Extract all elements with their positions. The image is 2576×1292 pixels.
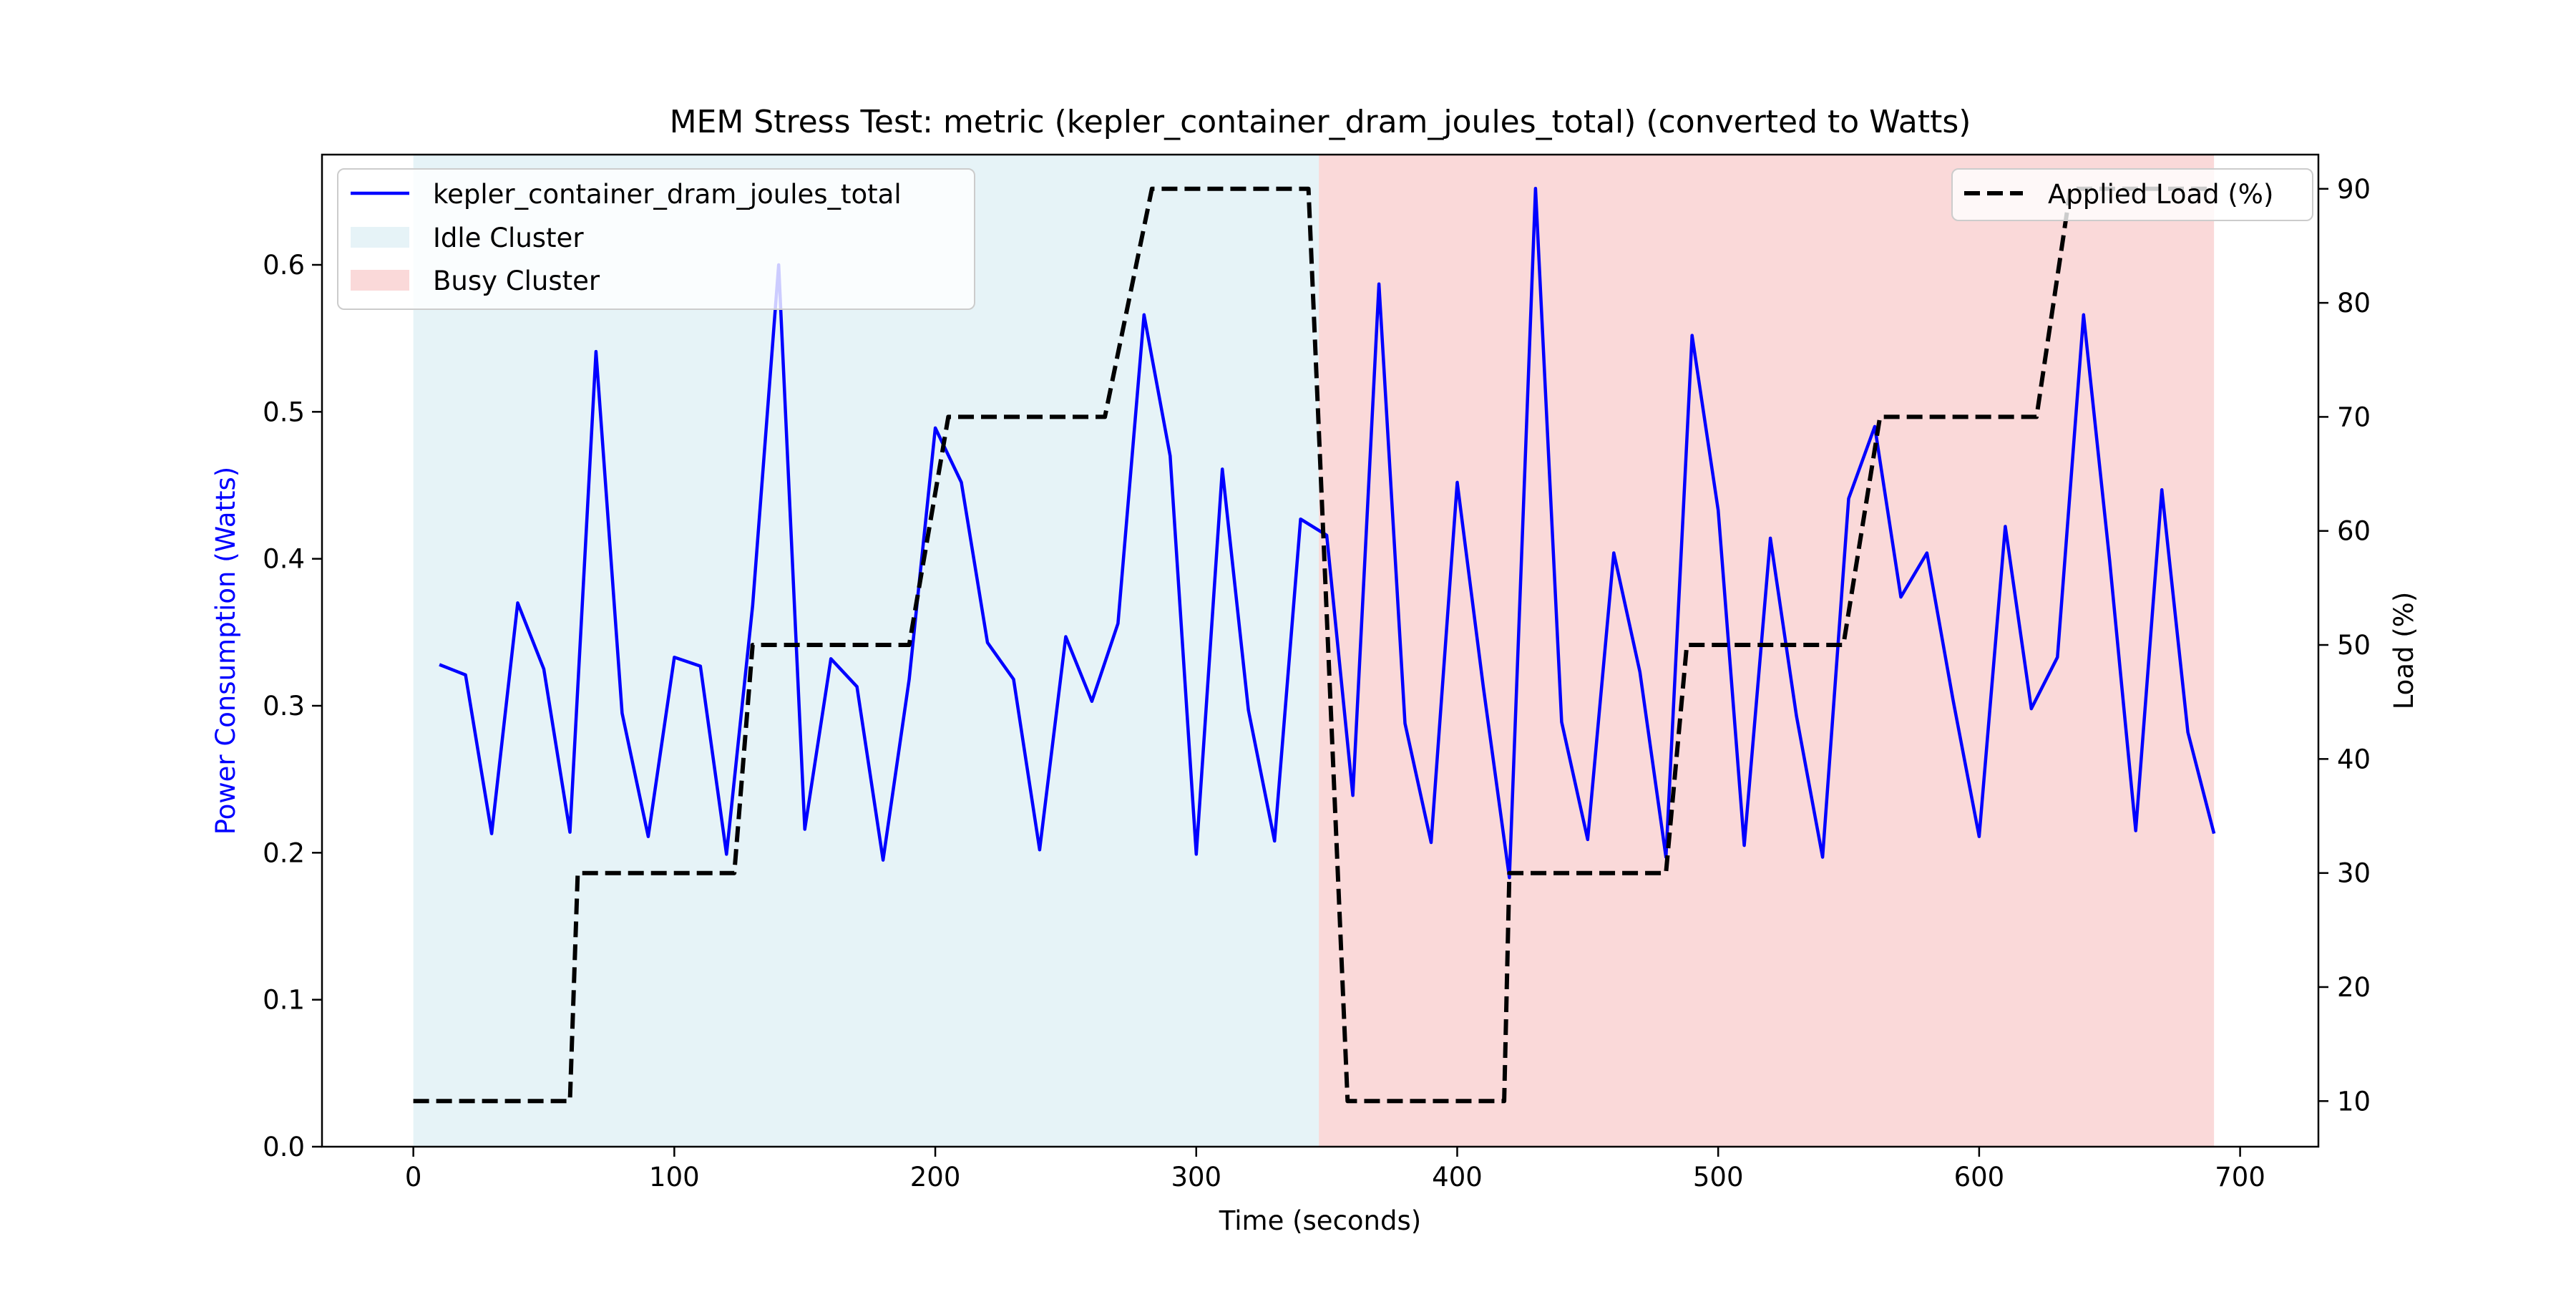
y-right-tick-label: 30 (2337, 858, 2371, 889)
y-axis-left: 0.0 0.1 0.2 0.3 0.4 0.5 0.6 (263, 250, 322, 1162)
legend-left-frame (337, 168, 975, 310)
region-idle-cluster (413, 155, 1319, 1147)
y-left-tick-label: 0.1 (263, 985, 305, 1016)
y-right-tick-label: 70 (2337, 402, 2371, 432)
y-left-tick-label: 0.6 (263, 250, 305, 281)
y-left-tick-label: 0.3 (263, 691, 305, 722)
legend-swatch-busy (351, 270, 409, 291)
x-tick-label: 300 (1171, 1162, 1221, 1193)
region-layer (413, 155, 2215, 1147)
y-right-tick-label: 50 (2337, 630, 2371, 661)
legend-swatch-idle (351, 227, 409, 248)
y-left-tick-label: 0.0 (263, 1132, 305, 1162)
legend-label-load: Applied Load (%) (2048, 179, 2273, 210)
y-right-tick-label: 90 (2337, 174, 2371, 205)
x-tick-label: 200 (910, 1162, 961, 1193)
y-right-tick-label: 40 (2337, 744, 2371, 774)
series-layer (413, 186, 2216, 1104)
y-axis-right-label: Load (%) (2389, 592, 2419, 710)
series-line-applied-load (413, 186, 2215, 1104)
legend-right-frame (1951, 168, 2313, 221)
x-tick-label: 600 (1954, 1162, 2005, 1193)
y-right-tick-label: 20 (2337, 972, 2371, 1003)
y-axis-left-label: Power Consumption (Watts) (210, 467, 241, 835)
y-right-tick-label: 80 (2337, 288, 2371, 319)
chart-title: MEM Stress Test: metric (kepler_containe… (670, 104, 1971, 140)
x-tick-label: 100 (649, 1162, 700, 1193)
legend-label-busy: Busy Cluster (433, 266, 600, 296)
legend-label-power: kepler_container_dram_joules_total (433, 179, 902, 210)
series-line-power (439, 186, 2216, 880)
region-busy-cluster (1319, 155, 2215, 1147)
x-tick-label: 500 (1693, 1162, 1744, 1193)
y-left-tick-label: 0.4 (263, 544, 305, 575)
y-left-tick-label: 0.5 (263, 397, 305, 427)
y-right-tick-label: 60 (2337, 516, 2371, 547)
legend-right: Applied Load (%) (1951, 168, 2313, 221)
y-axis-right: 10 20 30 40 50 60 70 80 90 (2318, 174, 2371, 1117)
x-tick-label: 400 (1432, 1162, 1483, 1193)
plot-frame (321, 153, 2320, 1148)
x-axis: 0 100 200 300 400 500 600 700 (405, 1147, 2265, 1193)
legend-left: kepler_container_dram_joules_total Idle … (337, 168, 975, 310)
y-left-tick-label: 0.2 (263, 837, 305, 868)
x-axis-label: Time (seconds) (1219, 1205, 1421, 1236)
x-tick-label: 0 (405, 1162, 422, 1193)
legend-label-idle: Idle Cluster (433, 223, 584, 253)
x-tick-label: 700 (2215, 1162, 2265, 1193)
y-right-tick-label: 10 (2337, 1086, 2371, 1117)
